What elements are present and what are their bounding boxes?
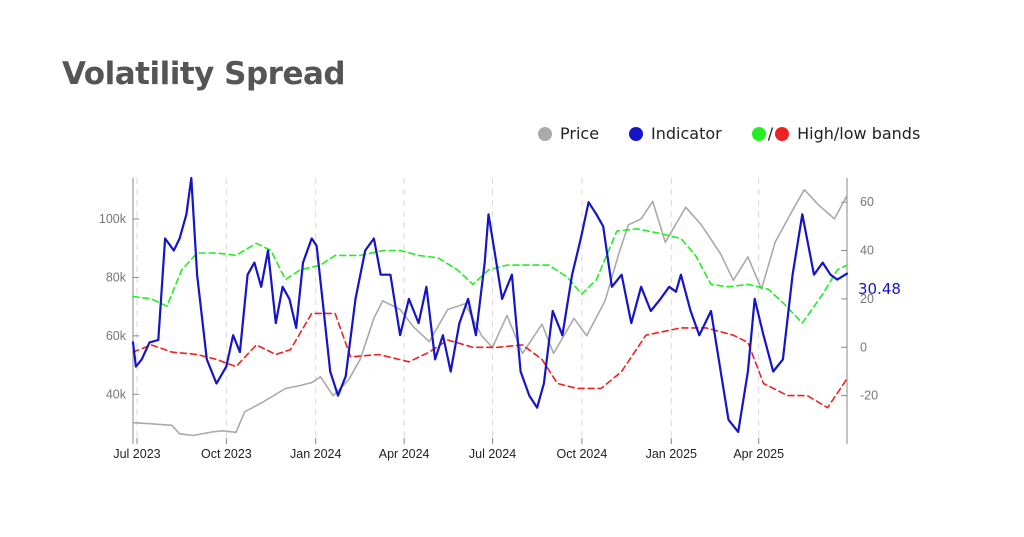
legend-bands-label: High/low bands <box>797 124 921 143</box>
x-tick-label: Jan 2024 <box>290 447 341 461</box>
x-tick-label: Apr 2025 <box>733 447 784 461</box>
right-tick-label: 20 <box>860 292 874 306</box>
indicator-line <box>131 176 849 433</box>
x-tick-label: Apr 2024 <box>379 447 430 461</box>
x-tick-label: Jan 2025 <box>646 447 697 461</box>
x-tick-label: Jul 2024 <box>469 447 516 461</box>
legend-indicator-label: Indicator <box>651 124 722 143</box>
indicator-dot-icon <box>629 126 644 141</box>
left-tick-label: 40k <box>106 387 127 401</box>
right-tick-label: 0 <box>860 340 867 354</box>
high-band-line <box>132 228 848 324</box>
x-grid <box>136 178 760 444</box>
right-tick-label: -20 <box>860 389 878 403</box>
last-value-label: 30.48 <box>858 280 901 298</box>
legend-item-indicator: Indicator <box>629 124 722 143</box>
legend-item-price: Price <box>538 124 599 143</box>
x-tick-label: Jul 2023 <box>113 447 160 461</box>
price-line <box>132 188 848 437</box>
left-tick-label: 60k <box>106 329 127 343</box>
right-tick-label: 40 <box>860 244 874 258</box>
x-tick-label: Oct 2023 <box>201 447 252 461</box>
low-band-dot-icon <box>775 126 790 141</box>
x-tick-label: Oct 2024 <box>557 447 608 461</box>
chart-legend: Price Indicator / High/low bands <box>538 124 920 143</box>
left-tick-label: 100k <box>99 212 127 226</box>
legend-bands-separator: / <box>767 124 774 143</box>
legend-price-label: Price <box>560 124 600 143</box>
series-layer <box>131 176 849 437</box>
high-band-dot-icon <box>751 126 766 141</box>
x-axis-ticks: Jul 2023 Oct 2023 Jan 2024 Apr 2024 Jul 2024… <box>113 438 784 461</box>
low-band-line <box>132 312 848 409</box>
page-title: Volatility Spread <box>62 56 346 92</box>
left-axis-ticks: 40k 60k 80k 100k <box>99 212 139 401</box>
left-tick-label: 80k <box>106 270 127 284</box>
price-dot-icon <box>538 126 552 141</box>
right-axis-ticks: -20 0 20 40 60 <box>841 195 878 403</box>
right-tick-label: 60 <box>860 195 874 209</box>
legend-item-bands: / High/low bands <box>751 124 921 143</box>
